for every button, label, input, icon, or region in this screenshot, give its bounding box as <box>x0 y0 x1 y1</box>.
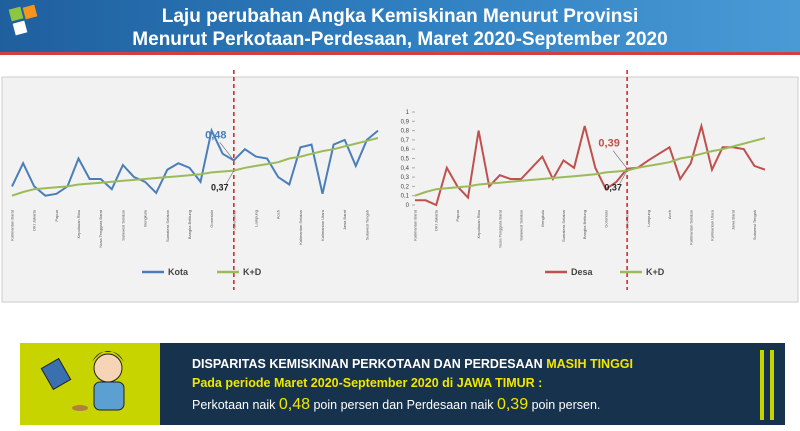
data-line <box>415 122 766 207</box>
y-tick-label: 0,1 <box>401 194 410 200</box>
footer-highlight: MASIH TINGGI <box>546 357 633 371</box>
legend-label: K+D <box>646 267 665 277</box>
legend-label: K+D <box>243 267 262 277</box>
footer-text: poin persen. <box>528 398 600 412</box>
x-tick-label: Sumatera Selatan <box>165 210 170 242</box>
y-tick-label: 0,6 <box>401 147 410 153</box>
footer-highlight: 0,39 <box>497 396 528 413</box>
x-tick-label: Kalimantan Selatan <box>688 210 693 245</box>
data-line <box>414 137 766 197</box>
x-tick-label: Kalimantan Utara <box>320 209 325 241</box>
x-tick-label: Bangka Belitung <box>582 210 587 239</box>
x-tick-label: Kepulauan Riau <box>476 210 481 238</box>
x-tick-label: Sumatera Selatan <box>561 210 566 242</box>
y-tick-label: 0,3 <box>401 175 410 181</box>
y-tick-label: 0,8 <box>401 129 410 135</box>
x-tick-label: Aceh <box>276 210 281 219</box>
header-bar <box>0 0 800 52</box>
leader-line <box>219 142 235 161</box>
x-tick-label: Nusa Tenggara Barat <box>98 209 103 248</box>
x-tick-label: Gorontalo <box>603 209 608 227</box>
logo <box>8 4 38 36</box>
x-tick-label: Nusa Tenggara Barat <box>497 209 502 248</box>
value-label: 0,37 <box>211 183 229 193</box>
y-tick-label: 0 <box>406 203 410 209</box>
legend-label: Kota <box>168 267 189 277</box>
x-tick-label: Kalimantan Barat <box>10 209 15 241</box>
title-line: Menurut Perkotaan-Perdesaan, Maret 2020-… <box>132 29 667 50</box>
x-tick-label: Sulawesi Tengah <box>752 210 757 240</box>
x-tick-label: Jawa Barat <box>731 209 736 230</box>
footer-box <box>20 343 785 425</box>
footer-line: DISPARITAS KEMISKINAN PERKOTAAN DAN PERD… <box>192 357 633 371</box>
x-tick-label: Jawa Barat <box>342 209 347 230</box>
data-line <box>11 137 379 197</box>
footer-text: poin persen dan Perdesaan naik <box>310 398 497 412</box>
x-tick-label: Kepulauan Riau <box>76 210 81 238</box>
y-tick-label: 0,7 <box>401 138 410 144</box>
y-tick-label: 1 <box>406 110 410 116</box>
footer-line: Perkotaan naik 0,48 poin persen dan Perd… <box>192 396 600 413</box>
y-tick-label: 0,2 <box>401 184 410 190</box>
x-tick-label: Kalimantan Barat <box>413 209 418 241</box>
x-tick-label: Bangka Belitung <box>187 210 192 239</box>
x-tick-label: Papua <box>54 209 59 221</box>
x-tick-label: Kalimantan Utara <box>709 209 714 241</box>
x-tick-label: Sulawesi Tengah <box>364 210 369 240</box>
x-tick-label: Bengkulu <box>540 210 545 227</box>
footer-line: Pada periode Maret 2020-September 2020 d… <box>192 376 542 390</box>
y-tick-label: 0,4 <box>401 166 410 172</box>
footer-highlight: 0,48 <box>279 396 310 413</box>
x-tick-label: Aceh <box>667 210 672 219</box>
x-tick-label: DKI Jakarta <box>434 209 439 231</box>
header-rule <box>0 52 800 55</box>
leader-line <box>225 170 235 185</box>
x-tick-label: Lampung <box>254 210 259 227</box>
x-tick-label: DKI Jakarta <box>32 209 37 231</box>
y-tick-label: 0,9 <box>401 119 410 125</box>
x-tick-label: Kalimantan Selatan <box>298 210 303 245</box>
leader-line <box>612 150 628 169</box>
x-tick-label: Gorontalo <box>209 209 214 227</box>
value-label: 0,37 <box>604 183 622 193</box>
footer-text: DISPARITAS KEMISKINAN PERKOTAAN DAN PERD… <box>192 357 546 371</box>
chart-panel <box>1 76 799 303</box>
title-line: Laju perubahan Angka Kemiskinan Menurut … <box>162 6 639 27</box>
value-label: 0,48 <box>205 129 226 141</box>
x-tick-label: Sulawesi Selatan <box>120 210 125 241</box>
footer-text: Perkotaan naik <box>192 398 279 412</box>
x-tick-label: Bengkulu <box>143 210 148 227</box>
x-tick-label: Papua <box>455 209 460 221</box>
legend-label: Desa <box>571 267 594 277</box>
y-tick-label: 0,5 <box>401 157 410 163</box>
leader-line <box>618 170 628 185</box>
value-label: 0,39 <box>598 138 619 150</box>
x-tick-label: Sulawesi Selatan <box>519 210 524 241</box>
x-tick-label: Lampung <box>646 210 651 227</box>
